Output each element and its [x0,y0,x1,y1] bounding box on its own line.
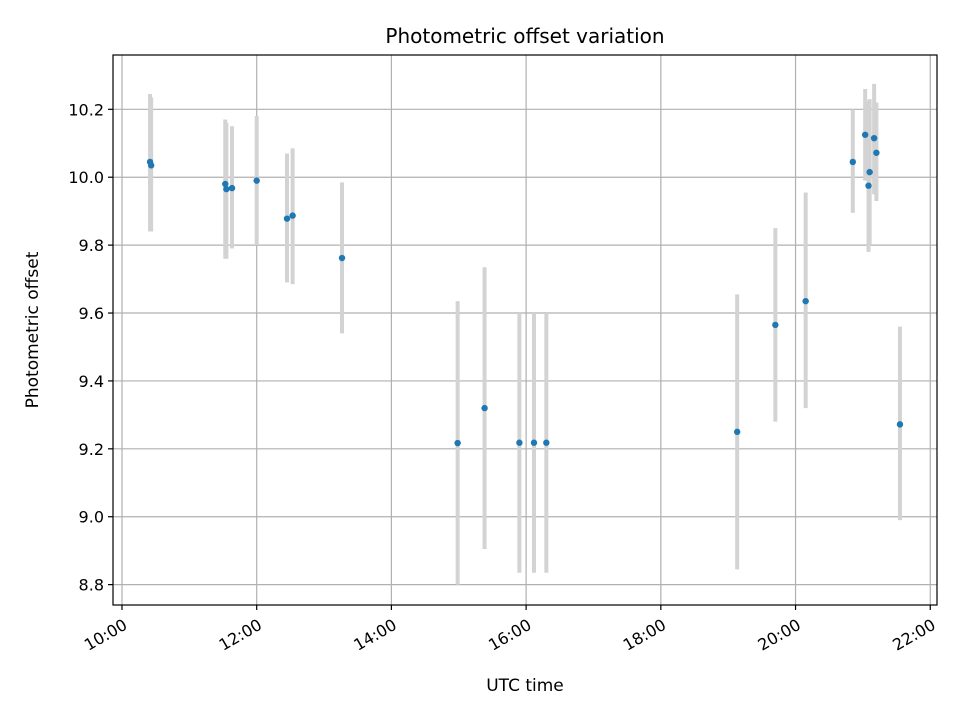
x-tick-label: 16:00 [485,615,534,655]
data-point [454,439,461,447]
data-point [283,215,291,222]
data-point [849,158,857,166]
data-point [338,254,346,262]
y-axis-ticks: 8.8 9.0 9.2 9.4 9.6 9.8 10.0 10.2 [68,100,113,595]
data-point [802,297,809,305]
y-tick-label: 9.0 [79,508,104,527]
y-tick-label: 8.8 [79,576,104,595]
data-point [516,439,523,446]
x-axis-ticks: 10:00 12:00 14:00 16:00 18:00 20:00 22:00 [81,605,939,655]
data-point [870,134,878,142]
data-point [733,428,741,436]
x-axis-label: UTC time [486,676,564,696]
y-tick-label: 9.4 [79,372,104,391]
plot-frame [112,54,938,606]
y-axis-label: Photometric offset [23,251,43,408]
chart-title: Photometric offset variation [385,24,664,48]
y-tick-label: 10.0 [68,168,104,187]
x-tick-label: 20:00 [755,615,804,655]
data-point [289,212,296,219]
x-tick-label: 14:00 [350,615,399,655]
data-point [481,404,488,412]
data-point [866,168,873,176]
data-point [543,439,550,446]
x-tick-label: 10:00 [81,615,130,655]
x-tick-label: 22:00 [889,615,938,655]
grid [113,55,937,605]
data-point [896,421,904,428]
data-point [147,162,155,169]
data-point [861,131,869,138]
data-point [253,177,260,184]
data-point [865,182,872,189]
data-point [772,321,779,329]
y-tick-label: 9.6 [79,304,104,323]
data-point [223,185,230,193]
y-tick-label: 10.2 [68,100,104,119]
data-point [222,180,229,188]
y-tick-label: 9.8 [79,236,104,255]
data-points [146,131,904,447]
plot-background [113,55,937,605]
data-point [228,184,236,192]
data-point [873,149,880,156]
data-point [530,439,538,446]
x-tick-label: 18:00 [620,615,669,655]
x-tick-label: 12:00 [216,615,265,655]
y-tick-label: 9.2 [79,440,104,459]
